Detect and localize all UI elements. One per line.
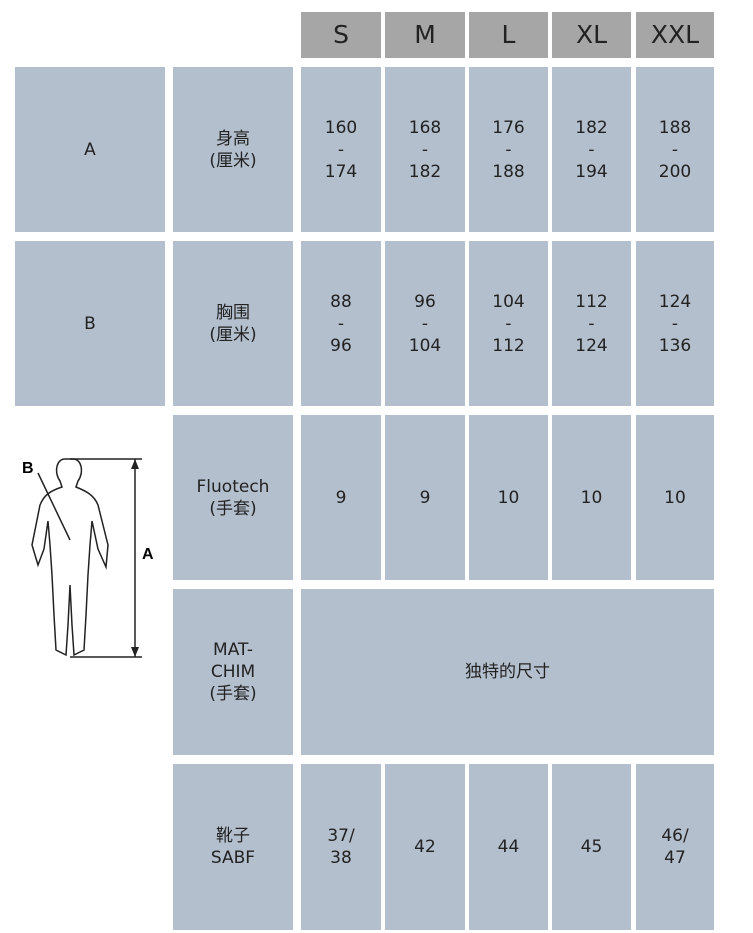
value-text: 38 bbox=[330, 848, 352, 868]
value-text: 42 bbox=[414, 837, 436, 857]
value-cell: 46/47 bbox=[636, 764, 714, 930]
value-text: 182 bbox=[408, 161, 442, 182]
measure-cell: 胸围 (厘米) bbox=[173, 241, 293, 406]
value-text: 46/ bbox=[661, 826, 689, 846]
value-text: 37/ bbox=[327, 826, 355, 846]
row-label-cell: B bbox=[15, 241, 165, 406]
value-text: - bbox=[671, 313, 679, 334]
value-cell: 9 bbox=[385, 415, 465, 580]
merged-cell: 独特的尺寸 bbox=[301, 589, 714, 755]
value-text: 10 bbox=[664, 487, 686, 508]
merged-text: 独特的尺寸 bbox=[465, 662, 550, 682]
row-label: A bbox=[84, 139, 96, 160]
measure-name: (手套) bbox=[209, 498, 257, 519]
value-text: 104 bbox=[408, 335, 442, 356]
value-cell: 188-200 bbox=[636, 67, 714, 232]
value-cell: 44 bbox=[469, 764, 548, 930]
size-label: M bbox=[414, 20, 436, 49]
measure-name: 胸围 bbox=[216, 302, 250, 323]
value-text: - bbox=[505, 313, 512, 334]
value-text: 188 bbox=[492, 161, 525, 182]
value-text: 44 bbox=[497, 837, 520, 857]
value-cell: 10 bbox=[469, 415, 548, 580]
value-text: 45 bbox=[580, 837, 603, 857]
value-text: 174 bbox=[324, 161, 358, 182]
measure-name: 靴子 bbox=[216, 826, 250, 846]
value-text: - bbox=[421, 139, 429, 160]
figure-label: B bbox=[22, 460, 34, 477]
measure-cell: 靴子 SABF bbox=[173, 764, 293, 930]
value-text: 96 bbox=[330, 335, 352, 356]
size-header: XL bbox=[552, 12, 631, 58]
value-text: - bbox=[421, 313, 429, 334]
value-text: 124 bbox=[575, 335, 608, 356]
value-cell: 112-124 bbox=[552, 241, 631, 406]
value-text: 124 bbox=[658, 291, 692, 312]
value-text: - bbox=[337, 313, 345, 334]
value-text: 47 bbox=[664, 848, 686, 868]
value-text: 136 bbox=[658, 335, 692, 356]
value-text: 96 bbox=[414, 291, 436, 312]
value-cell: 168-182 bbox=[385, 67, 465, 232]
figure-label: A bbox=[142, 546, 154, 563]
value-cell: 160-174 bbox=[301, 67, 381, 232]
measure-name: (厘米) bbox=[209, 150, 257, 171]
size-label: XL bbox=[575, 20, 608, 49]
value-text: 10 bbox=[580, 487, 603, 508]
value-text: 112 bbox=[492, 335, 525, 356]
value-text: - bbox=[588, 313, 595, 334]
body-figure: B A bbox=[22, 458, 154, 658]
measure-name: MAT- bbox=[213, 640, 253, 660]
value-text: 9 bbox=[335, 487, 347, 508]
value-text: 194 bbox=[575, 161, 608, 182]
value-text: - bbox=[588, 139, 595, 160]
value-cell: 10 bbox=[552, 415, 631, 580]
size-label: S bbox=[333, 20, 349, 49]
value-cell: 10 bbox=[636, 415, 714, 580]
measure-name: (手套) bbox=[209, 684, 257, 704]
measure-name: SABF bbox=[210, 848, 256, 868]
value-text: - bbox=[505, 139, 512, 160]
value-cell: 124-136 bbox=[636, 241, 714, 406]
measure-name: Fluotech bbox=[196, 476, 270, 497]
value-cell: 42 bbox=[385, 764, 465, 930]
value-text: 168 bbox=[408, 117, 442, 138]
value-cell: 96-104 bbox=[385, 241, 465, 406]
size-header: S bbox=[301, 12, 381, 58]
value-cell: 176-188 bbox=[469, 67, 548, 232]
measure-cell: MAT- CHIM (手套) bbox=[173, 589, 293, 755]
size-header: M bbox=[385, 12, 465, 58]
measure-name: 身高 bbox=[216, 128, 250, 149]
value-cell: 182-194 bbox=[552, 67, 631, 232]
value-cell: 9 bbox=[301, 415, 381, 580]
value-cell: 45 bbox=[552, 764, 631, 930]
value-text: 188 bbox=[658, 117, 692, 138]
size-label: L bbox=[501, 20, 516, 49]
value-text: 88 bbox=[330, 291, 352, 312]
value-text: 176 bbox=[492, 117, 525, 138]
value-text: 182 bbox=[575, 117, 608, 138]
value-text: 160 bbox=[324, 117, 358, 138]
measure-cell: 身高 (厘米) bbox=[173, 67, 293, 232]
size-header: L bbox=[469, 12, 548, 58]
row-label: B bbox=[84, 313, 96, 334]
value-text: 10 bbox=[497, 487, 520, 508]
row-label-cell: A bbox=[15, 67, 165, 232]
value-text: 112 bbox=[575, 291, 608, 312]
value-text: 9 bbox=[419, 487, 431, 508]
value-text: - bbox=[337, 139, 345, 160]
size-header: XXL bbox=[636, 12, 714, 58]
measure-name: (厘米) bbox=[209, 324, 257, 345]
value-cell: 37/38 bbox=[301, 764, 381, 930]
value-text: - bbox=[671, 139, 679, 160]
value-text: 104 bbox=[492, 291, 525, 312]
value-cell: 88-96 bbox=[301, 241, 381, 406]
value-text: 200 bbox=[658, 161, 692, 182]
size-label: XXL bbox=[650, 20, 700, 49]
measure-name: CHIM bbox=[210, 662, 256, 682]
value-cell: 104-112 bbox=[469, 241, 548, 406]
measure-cell: Fluotech (手套) bbox=[173, 415, 293, 580]
